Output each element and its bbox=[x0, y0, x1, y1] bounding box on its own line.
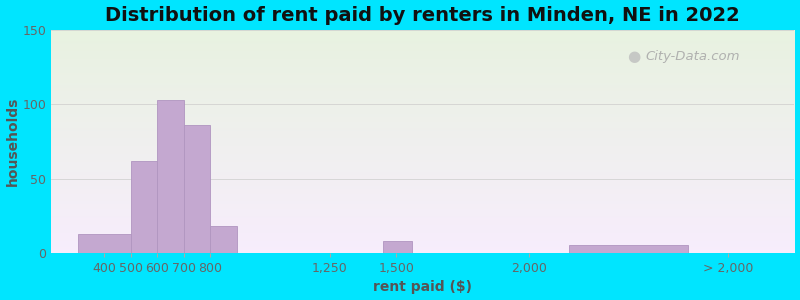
Text: City-Data.com: City-Data.com bbox=[646, 50, 740, 64]
Bar bbox=[130, 161, 158, 253]
Text: ●: ● bbox=[627, 50, 641, 64]
Bar bbox=[383, 241, 412, 253]
Bar bbox=[158, 100, 184, 253]
Bar bbox=[569, 245, 688, 253]
Y-axis label: households: households bbox=[6, 97, 19, 186]
Bar bbox=[184, 125, 210, 253]
Bar bbox=[210, 226, 237, 253]
X-axis label: rent paid ($): rent paid ($) bbox=[374, 280, 472, 294]
Bar bbox=[78, 234, 130, 253]
Title: Distribution of rent paid by renters in Minden, NE in 2022: Distribution of rent paid by renters in … bbox=[106, 6, 740, 25]
